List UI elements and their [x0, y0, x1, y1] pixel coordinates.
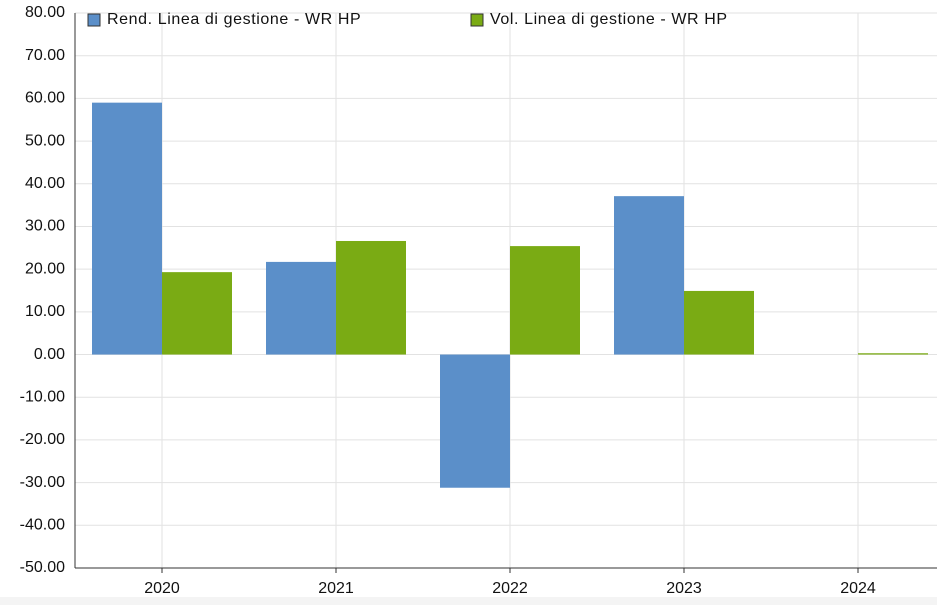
y-tick-label: -50.00: [20, 559, 65, 576]
y-tick-label: 80.00: [25, 4, 65, 21]
bar: [858, 353, 928, 355]
y-tick-label: -40.00: [20, 517, 65, 534]
y-tick-label: -30.00: [20, 474, 65, 491]
x-tick-label: 2023: [666, 580, 702, 597]
legend-swatch: [470, 13, 484, 27]
y-tick-label: 40.00: [25, 175, 65, 192]
legend-swatch: [87, 13, 101, 27]
y-tick-label: 10.00: [25, 303, 65, 320]
bar: [266, 261, 336, 355]
bar: [684, 290, 754, 355]
bar: [162, 272, 232, 355]
y-tick-label: 70.00: [25, 47, 65, 64]
y-tick-label: -20.00: [20, 431, 65, 448]
y-tick-label: 50.00: [25, 132, 65, 149]
bottom-strip: [0, 597, 937, 605]
x-tick-label: 2024: [840, 580, 876, 597]
bar: [510, 246, 580, 355]
legend-label: Rend. Linea di gestione - WR HP: [107, 11, 361, 28]
y-tick-label: 30.00: [25, 218, 65, 235]
y-tick-label: 20.00: [25, 260, 65, 277]
bar: [614, 196, 684, 355]
y-tick-label: 60.00: [25, 90, 65, 107]
x-tick-label: 2020: [144, 580, 180, 597]
bar: [92, 102, 162, 355]
y-tick-label: -10.00: [20, 388, 65, 405]
bar: [440, 354, 510, 488]
legend-label: Vol. Linea di gestione - WR HP: [490, 11, 728, 28]
x-tick-label: 2021: [318, 580, 354, 597]
y-tick-label: 0.00: [34, 346, 65, 363]
x-tick-label: 2022: [492, 580, 528, 597]
bar: [336, 240, 406, 355]
